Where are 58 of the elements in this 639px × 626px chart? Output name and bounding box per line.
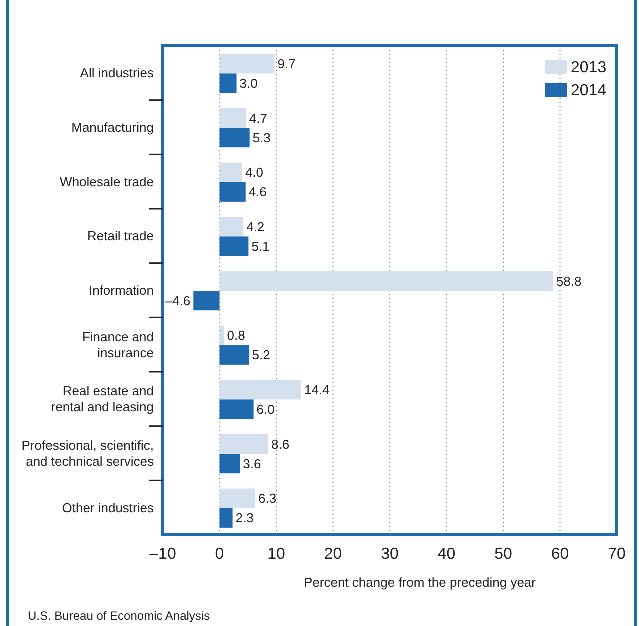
y-tick-label: Retail trade <box>88 228 154 244</box>
bar <box>220 108 246 128</box>
y-tick-label: All industries <box>80 66 154 81</box>
bar <box>220 508 233 528</box>
y-tick-label: Finance and insurance <box>82 329 154 360</box>
data-label: 14.4 <box>304 382 330 398</box>
bar <box>220 162 242 182</box>
x-tick-label: 40 <box>438 546 456 563</box>
bar <box>220 380 302 400</box>
y-tick-label: Real estate and rental and leasing <box>51 384 154 415</box>
bar <box>220 128 250 148</box>
bar <box>220 488 256 508</box>
y-tick-label: Manufacturing <box>72 120 154 136</box>
x-tick-label: –10 <box>150 546 176 563</box>
x-tick-label: 0 <box>215 546 224 563</box>
data-label: 4.6 <box>248 184 267 200</box>
data-label: 5.1 <box>252 239 270 254</box>
data-label: 2.3 <box>236 510 254 526</box>
data-label: –4.6 <box>165 293 191 308</box>
bar <box>220 182 246 202</box>
bar <box>220 271 554 292</box>
x-axis-title: Percent change from the preceding year <box>304 575 537 590</box>
legend-label: 2013 <box>571 60 607 77</box>
bar <box>220 74 237 94</box>
bar <box>220 400 254 420</box>
data-label: 0.8 <box>227 328 246 344</box>
x-tick-label: 50 <box>494 546 512 563</box>
data-label: 6.0 <box>256 402 275 418</box>
data-label: 4.0 <box>245 165 264 180</box>
bar <box>220 454 240 474</box>
data-label: 4.2 <box>246 219 265 234</box>
data-label: 3.6 <box>243 456 262 472</box>
y-tick-label: Other industries <box>62 500 154 516</box>
x-tick-label: 60 <box>551 546 570 563</box>
y-tick-label: Professional, scientific, and technical services <box>22 438 154 470</box>
data-label: 9.7 <box>278 56 296 72</box>
data-label: 5.2 <box>252 348 270 363</box>
legend-label: 2014 <box>571 82 607 100</box>
bar <box>220 434 269 454</box>
bar <box>220 217 244 237</box>
data-label: 4.7 <box>249 110 268 126</box>
bar <box>220 345 250 365</box>
data-label: 5.3 <box>252 130 271 146</box>
bar <box>220 54 275 74</box>
x-tick-label: 10 <box>268 546 286 563</box>
y-tick-label: Information <box>88 283 154 298</box>
x-tick-label: 30 <box>381 546 399 563</box>
x-tick-label: 70 <box>608 546 626 563</box>
bar <box>194 291 220 311</box>
bar <box>220 326 224 346</box>
data-label: 3.0 <box>240 76 258 92</box>
data-label: 6.3 <box>258 491 277 506</box>
text: U.S. Bureau of Economic Analysis <box>28 609 210 623</box>
x-tick-label: 20 <box>324 546 342 563</box>
y-tick-label: Wholesale trade <box>60 174 154 190</box>
data-label: 8.6 <box>272 436 290 452</box>
data-label: 58.8 <box>556 274 582 289</box>
bar <box>220 236 249 256</box>
